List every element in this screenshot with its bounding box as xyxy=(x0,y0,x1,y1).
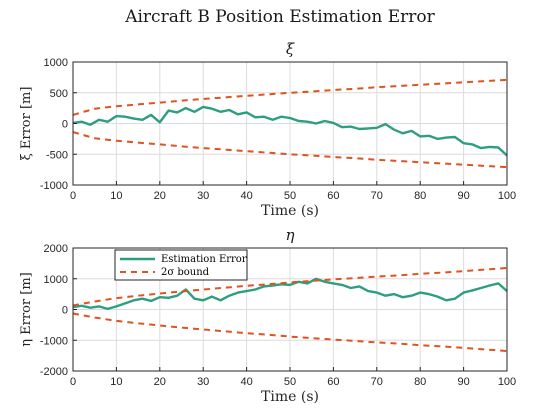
eta-legend-box xyxy=(114,249,248,281)
xi-x-axis-label: Time (s) xyxy=(261,203,319,219)
xi-y-axis-label: ξ Error [m] xyxy=(19,87,34,161)
eta-y-tick-label: 0 xyxy=(62,305,68,317)
xi-x-tick-label: 60 xyxy=(327,190,339,202)
eta-x-tick-label: 80 xyxy=(414,376,426,388)
xi-axes: 0 10 20 30 40 50 60 70 80 90 100 -1000 -500 0 500 1000 ξ… xyxy=(19,40,516,219)
eta-y-tick-label: 1000 xyxy=(44,274,68,286)
xi-x-tick-label: 20 xyxy=(154,190,166,202)
figure-title: Aircraft B Position Estimation Error xyxy=(124,7,435,27)
xi-axes-title: ξ xyxy=(286,40,295,58)
xi-x-tick-label: 40 xyxy=(240,190,252,202)
eta-error-line xyxy=(72,277,508,311)
eta-y-tick-label: -1000 xyxy=(40,335,68,347)
eta-x-tick-label: 60 xyxy=(327,376,339,388)
xi-lower-bound-line xyxy=(72,131,508,169)
xi-x-tick-label: 70 xyxy=(371,190,383,202)
eta-x-tick-label: 30 xyxy=(197,376,209,388)
eta-x-tick-label: 50 xyxy=(284,376,296,388)
eta-y-tick-label: -2000 xyxy=(40,366,68,378)
eta-upper-bound-line xyxy=(72,267,508,307)
xi-x-tick-label: 0 xyxy=(70,190,76,202)
eta-x-tick-label: 20 xyxy=(154,376,166,388)
xi-y-tick-label: -1000 xyxy=(40,180,68,192)
eta-x-tick-label: 10 xyxy=(110,376,122,388)
xi-upper-bound-line xyxy=(72,78,508,116)
legend-error-label: Estimation Error xyxy=(161,254,247,265)
xi-y-tick-label: 500 xyxy=(50,88,68,100)
xi-error-line xyxy=(72,105,508,157)
eta-axes: 0 10 20 30 40 50 60 70 80 90 100 -2000 -1000 0 1000 200… xyxy=(19,226,516,405)
xi-x-tick-label: 80 xyxy=(414,190,426,202)
eta-x-tick-label: 0 xyxy=(70,376,76,388)
xi-x-tick-label: 30 xyxy=(197,190,209,202)
xi-x-tick-label: 10 xyxy=(110,190,122,202)
xi-y-tick-label: -500 xyxy=(46,149,68,161)
eta-x-tick-label: 90 xyxy=(457,376,469,388)
eta-y-tick-label: 2000 xyxy=(44,243,68,255)
xi-y-tick-label: 0 xyxy=(62,119,68,131)
eta-axes-title: η xyxy=(286,226,295,244)
eta-x-tick-label: 100 xyxy=(498,376,516,388)
eta-x-tick-label: 70 xyxy=(371,376,383,388)
eta-x-tick-label: 40 xyxy=(240,376,252,388)
xi-x-tick-label: 90 xyxy=(457,190,469,202)
xi-x-tick-label: 100 xyxy=(498,190,516,202)
eta-x-axis-label: Time (s) xyxy=(261,389,319,405)
xi-y-tick-label: 1000 xyxy=(44,57,68,69)
legend-bound-label: 2σ bound xyxy=(161,267,210,278)
eta-lower-bound-line xyxy=(72,312,508,352)
xi-x-tick-label: 50 xyxy=(284,190,296,202)
eta-y-axis-label: η Error [m] xyxy=(19,272,34,346)
